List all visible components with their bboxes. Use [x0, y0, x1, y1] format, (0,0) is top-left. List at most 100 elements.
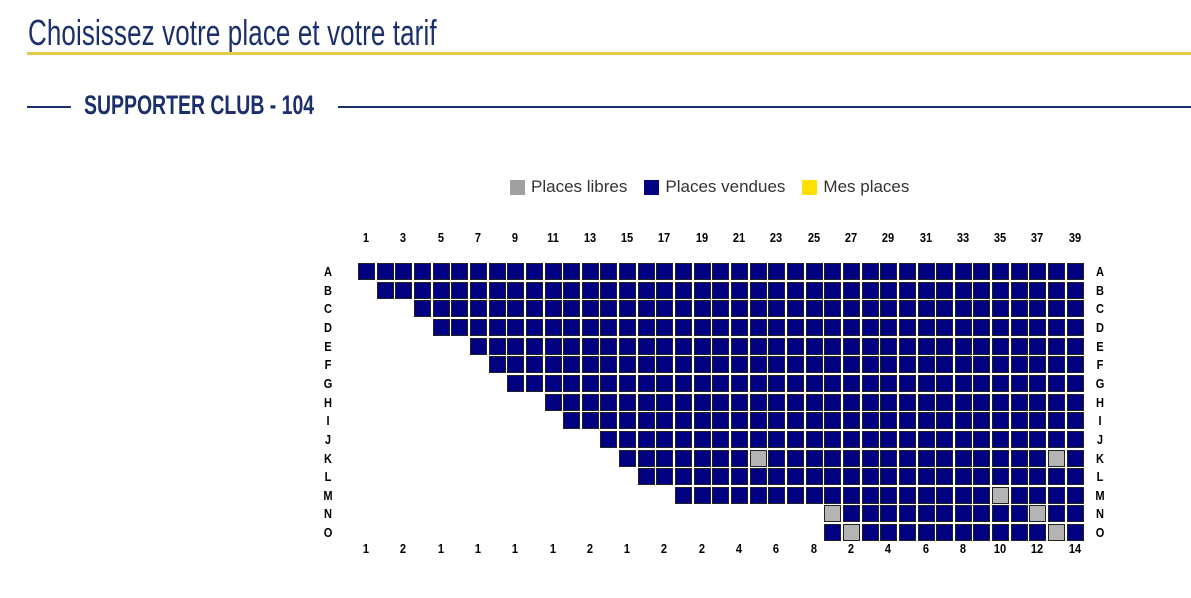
seat-sold	[936, 263, 954, 280]
seat-sold	[637, 263, 655, 280]
seat-sold	[805, 412, 823, 430]
seat-sold	[693, 337, 711, 355]
seat-sold	[656, 300, 674, 318]
seat-sold	[1066, 412, 1084, 430]
seat-free[interactable]	[842, 524, 860, 542]
seat-sold	[1010, 430, 1028, 448]
seat-sold	[861, 318, 879, 336]
column-number-bottom: 2	[586, 541, 593, 556]
seat-sold	[749, 412, 767, 430]
seat-sold	[992, 356, 1010, 374]
seat-sold	[973, 412, 991, 430]
row-label-right: D	[1096, 319, 1104, 335]
seat-sold	[768, 374, 786, 392]
seat-sold	[898, 412, 916, 430]
seat-sold	[861, 505, 879, 523]
seat-sold	[824, 337, 842, 355]
column-number-top: 11	[546, 230, 559, 245]
seat-sold	[693, 430, 711, 448]
column-number-bottom: 1	[437, 541, 444, 556]
seat-sold	[954, 505, 972, 523]
row-label-left: F	[324, 357, 332, 373]
seat-sold	[600, 281, 618, 299]
seat-sold	[973, 393, 991, 411]
seat-sold	[637, 430, 655, 448]
seat-sold	[861, 263, 879, 280]
seat-sold	[898, 430, 916, 448]
seat-sold	[973, 468, 991, 486]
legend-label: Mes places	[823, 177, 910, 196]
seat-sold	[637, 337, 655, 355]
seat-sold	[619, 356, 637, 374]
seat-sold	[954, 318, 972, 336]
seat-sold	[842, 486, 860, 504]
seat-sold	[898, 468, 916, 486]
seat-free[interactable]	[1048, 449, 1066, 467]
seat-sold	[898, 337, 916, 355]
seat-sold	[768, 393, 786, 411]
seat-sold	[413, 281, 431, 299]
seat-sold	[992, 468, 1010, 486]
seat-sold	[973, 430, 991, 448]
seat-sold	[861, 430, 879, 448]
seat-free[interactable]	[1048, 524, 1066, 542]
seat-sold	[917, 281, 935, 299]
seat-sold	[731, 430, 748, 448]
seat-sold	[563, 281, 581, 299]
seat-sold	[824, 468, 842, 486]
seat-sold	[488, 318, 506, 336]
seat-sold	[768, 468, 786, 486]
seat-sold	[656, 412, 674, 430]
seat-sold	[786, 337, 804, 355]
seat-sold	[1010, 318, 1028, 336]
seat-sold	[880, 337, 898, 355]
seat-sold	[786, 486, 804, 504]
seat-sold	[917, 337, 935, 355]
column-number-top: 31	[919, 230, 932, 245]
seat-sold	[861, 412, 879, 430]
column-number-bottom: 1	[624, 541, 631, 556]
seat-sold	[563, 374, 581, 392]
seat-sold	[693, 374, 711, 392]
seat-sold	[376, 263, 394, 280]
seat-sold	[656, 374, 674, 392]
column-number-top: 39	[1068, 230, 1081, 245]
page-title: Choisissez votre place et votre tarif	[28, 12, 437, 53]
seat-sold	[1029, 468, 1047, 486]
seat-sold	[1066, 449, 1084, 467]
seat-sold	[786, 300, 804, 318]
seat-sold	[824, 412, 842, 430]
seat-sold	[1029, 337, 1047, 355]
row-label-left: G	[323, 375, 333, 391]
seat-sold	[842, 449, 860, 467]
seat-sold	[1029, 374, 1047, 392]
seat-sold	[954, 263, 972, 280]
seat-sold	[861, 393, 879, 411]
seat-sold	[507, 356, 525, 374]
seat-sold	[656, 281, 674, 299]
seat-sold	[712, 430, 730, 448]
seat-sold	[563, 393, 581, 411]
seat-sold	[637, 281, 655, 299]
seat-sold	[693, 318, 711, 336]
seat-sold	[917, 356, 935, 374]
row-label-left: K	[324, 450, 332, 466]
seat-sold	[1066, 374, 1084, 392]
seat-sold	[712, 449, 730, 467]
seat-free[interactable]	[992, 486, 1010, 504]
seat-free[interactable]	[749, 449, 767, 467]
seat-sold	[675, 430, 693, 448]
seat-sold	[805, 300, 823, 318]
seat-sold	[469, 318, 487, 336]
seat-sold	[880, 449, 898, 467]
seat-sold	[563, 337, 581, 355]
seat-sold	[1066, 486, 1084, 504]
seat-free[interactable]	[824, 505, 842, 523]
legend-label: Places libres	[531, 177, 628, 196]
seat-free[interactable]	[1029, 505, 1047, 523]
seat-sold	[1029, 486, 1047, 504]
seat-sold	[861, 281, 879, 299]
seat-sold	[637, 300, 655, 318]
seat-sold	[861, 468, 879, 486]
column-number-top: 19	[695, 230, 708, 245]
